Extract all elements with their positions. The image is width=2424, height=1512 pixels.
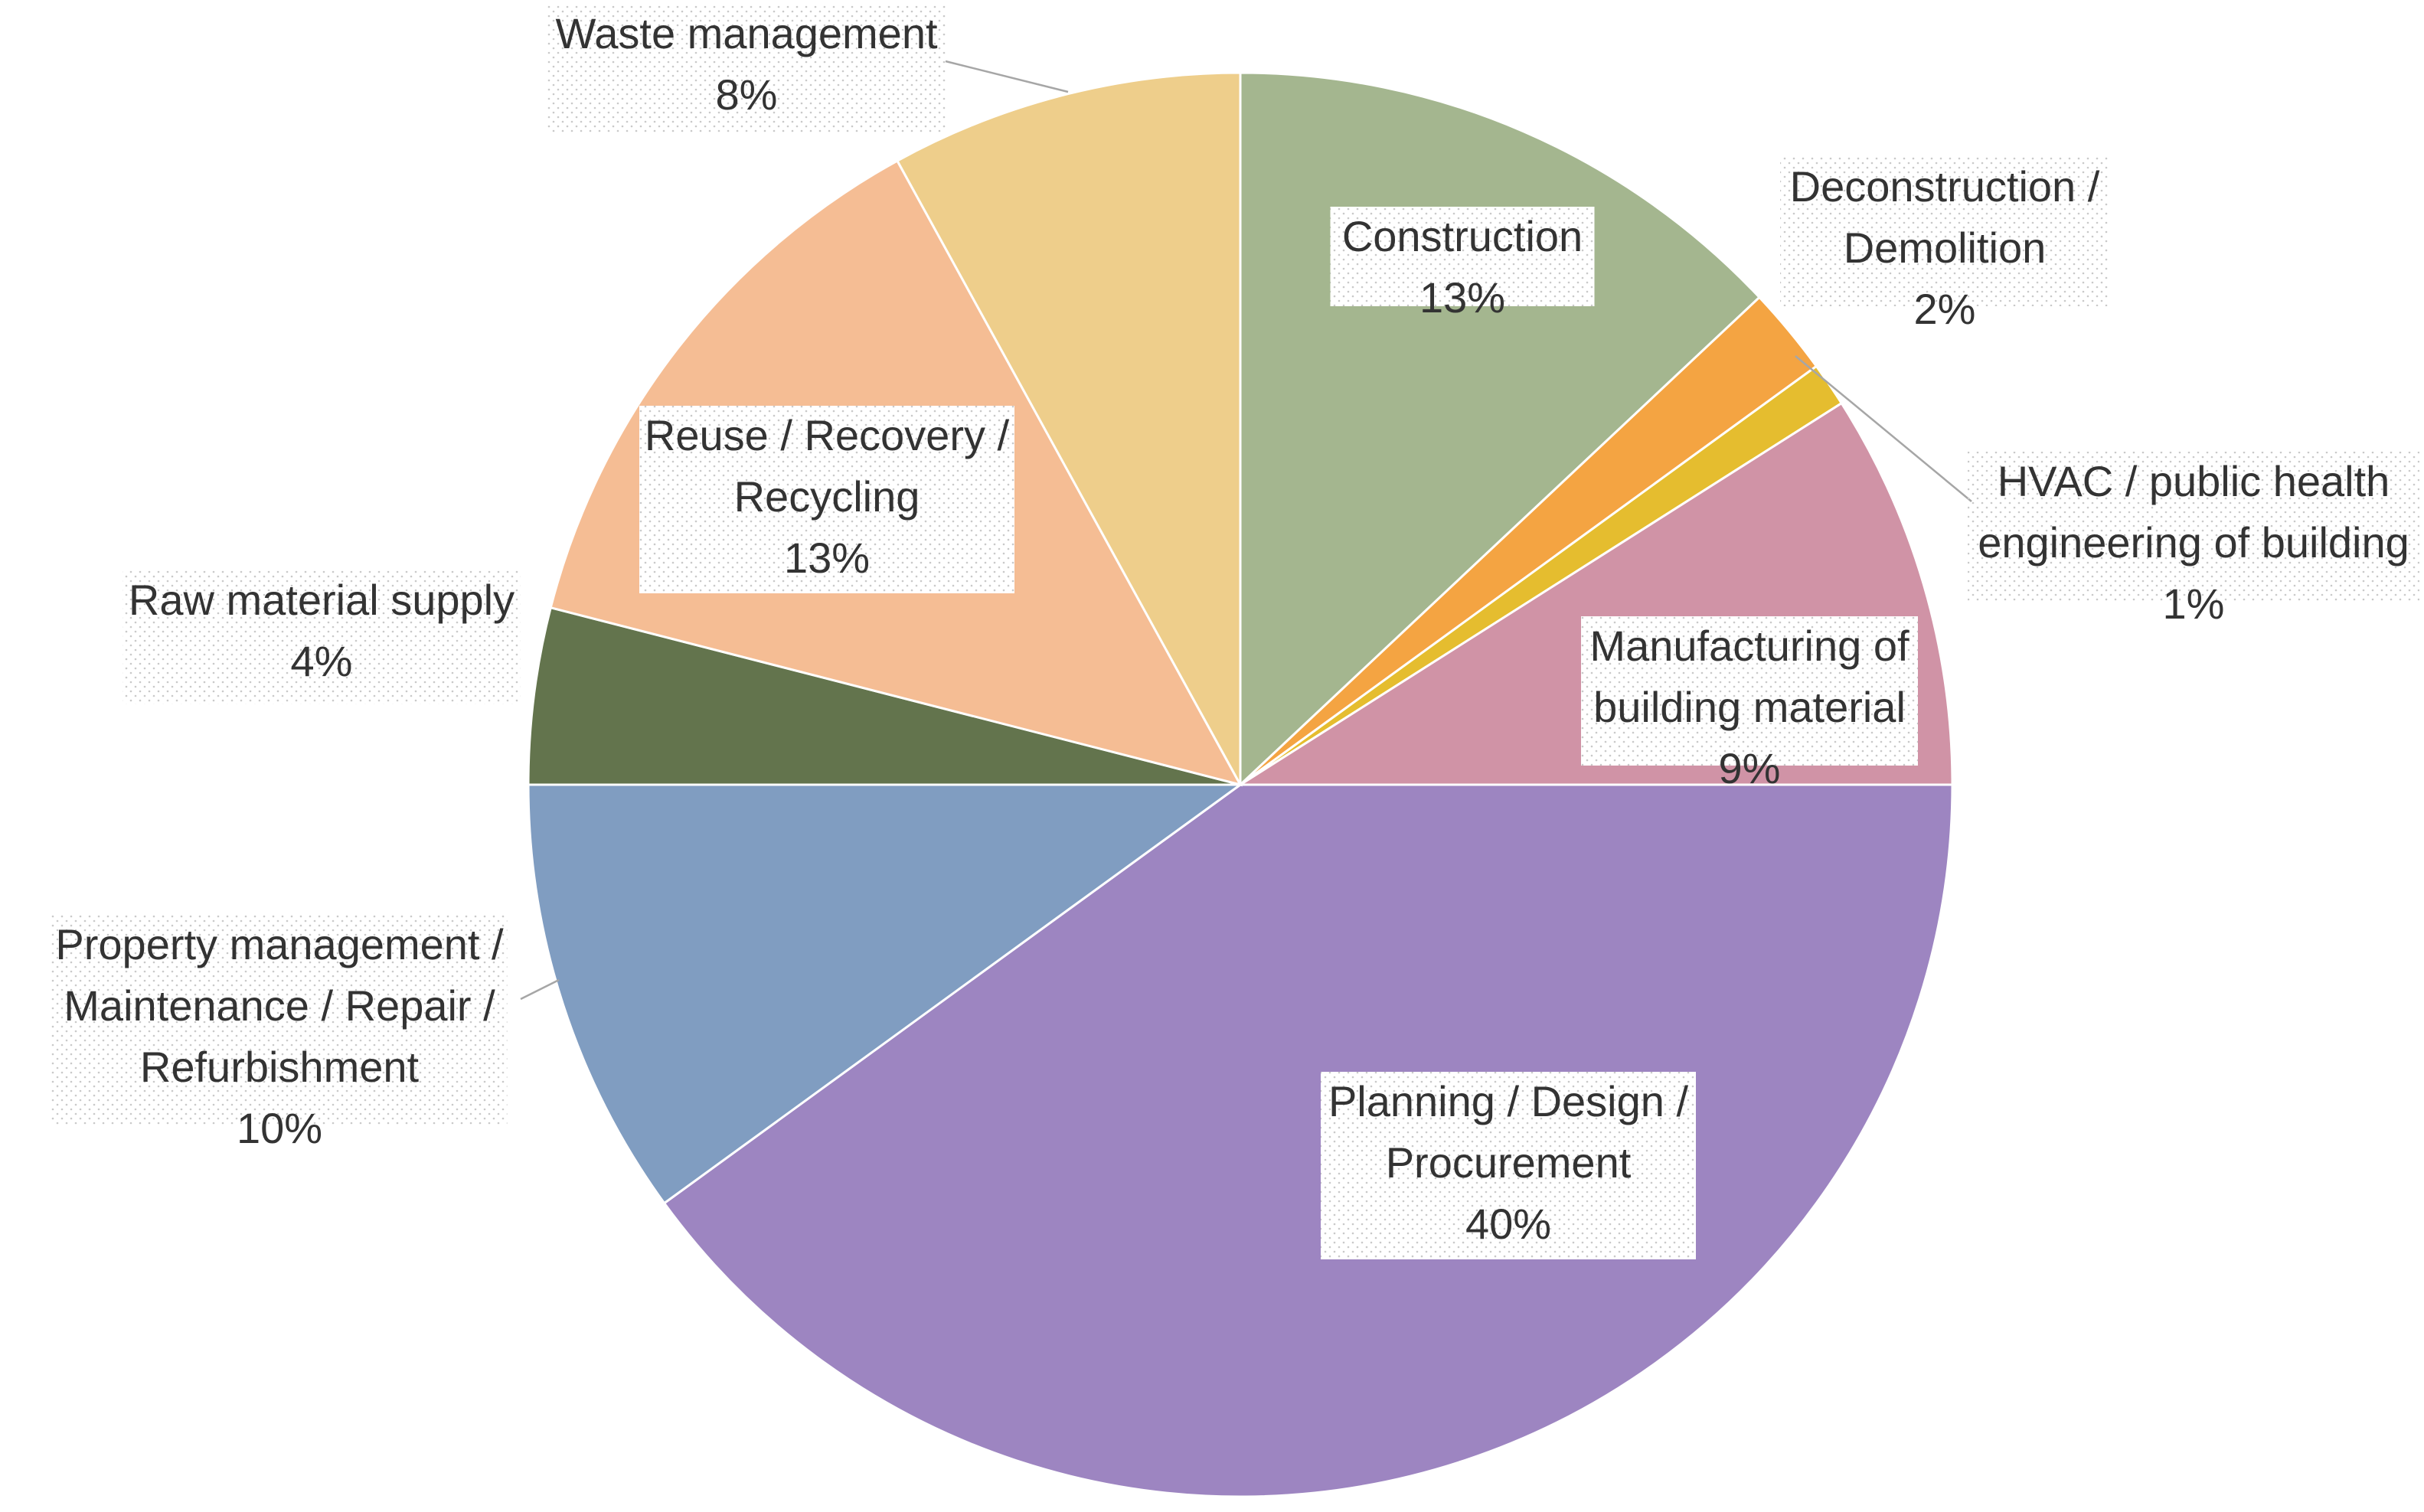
slice-category-label: Refurbishment bbox=[140, 1043, 420, 1091]
data-label-box bbox=[547, 4, 946, 134]
pie-slices bbox=[527, 71, 1954, 1498]
slice-category-label: Demolition bbox=[1844, 224, 2047, 272]
slice-value-label: 9% bbox=[1719, 744, 1781, 792]
leader-lines bbox=[520, 60, 1972, 1001]
data-label-box bbox=[639, 406, 1014, 593]
slice-category-label: Deconstruction / bbox=[1790, 162, 2100, 211]
data-label-5: Planning / Design / Procurement 40% bbox=[1321, 1072, 1696, 1259]
pie-slice-5 bbox=[662, 783, 1954, 1498]
slice-category-label: Planning / Design / bbox=[1328, 1077, 1689, 1125]
leader-line-9 bbox=[945, 60, 1069, 93]
data-label-box bbox=[123, 570, 521, 704]
data-label-box bbox=[1321, 1072, 1696, 1259]
slice-category-label: Recycling bbox=[734, 472, 920, 521]
slice-value-label: 13% bbox=[784, 534, 870, 582]
leader-line-3 bbox=[1795, 355, 1972, 502]
slice-category-label: Property management / bbox=[55, 920, 504, 968]
data-label-2: Deconstruction / Demolition 2% bbox=[1780, 157, 2109, 333]
slice-category-label: Procurement bbox=[1386, 1138, 1632, 1187]
data-label-6: Property management / Maintenance / Repai… bbox=[51, 915, 508, 1152]
data-label-4: Manufacturing of building material 9% bbox=[1581, 616, 1918, 792]
slice-category-label: Waste management bbox=[555, 9, 937, 57]
data-label-3: HVAC / public health engineering of build… bbox=[1968, 452, 2419, 628]
data-label-box bbox=[1780, 157, 2109, 306]
slice-category-label: Reuse / Recovery / bbox=[645, 411, 1010, 459]
pie-slice-9 bbox=[895, 71, 1242, 785]
pie-slice-6 bbox=[527, 783, 1244, 1205]
slice-category-label: Maintenance / Repair / bbox=[64, 981, 495, 1030]
slice-value-label: 2% bbox=[1914, 285, 1976, 333]
data-label-box bbox=[1968, 452, 2419, 601]
slice-value-label: 10% bbox=[237, 1104, 322, 1152]
slice-value-label: 1% bbox=[2163, 580, 2225, 628]
data-label-8: Reuse / Recovery / Recycling 13% bbox=[639, 406, 1014, 593]
slice-value-label: 4% bbox=[291, 637, 353, 685]
slice-category-label: HVAC / public health bbox=[1998, 457, 2390, 505]
slice-category-label: Raw material supply bbox=[129, 576, 515, 624]
slice-category-label: Construction bbox=[1342, 212, 1583, 260]
pie-slice-7 bbox=[527, 606, 1241, 786]
slice-value-label: 13% bbox=[1419, 273, 1505, 322]
data-label-1: Construction 13% bbox=[1330, 207, 1595, 322]
slice-category-label: engineering of building bbox=[1978, 518, 2409, 567]
leader-line-6 bbox=[520, 978, 560, 1001]
slice-value-label: 40% bbox=[1465, 1200, 1551, 1248]
data-label-9: Waste management 8% bbox=[547, 4, 946, 134]
data-label-box bbox=[51, 915, 508, 1125]
slice-category-label: building material bbox=[1593, 683, 1906, 731]
data-label-box bbox=[1581, 616, 1918, 766]
data-labels: Construction 13% Deconstruction / Demolitio… bbox=[51, 4, 2419, 1259]
slice-category-label: Manufacturing of bbox=[1589, 622, 1909, 670]
slice-value-label: 8% bbox=[716, 70, 778, 119]
data-label-box bbox=[1330, 207, 1595, 306]
data-label-7: Raw material supply 4% bbox=[123, 570, 521, 704]
